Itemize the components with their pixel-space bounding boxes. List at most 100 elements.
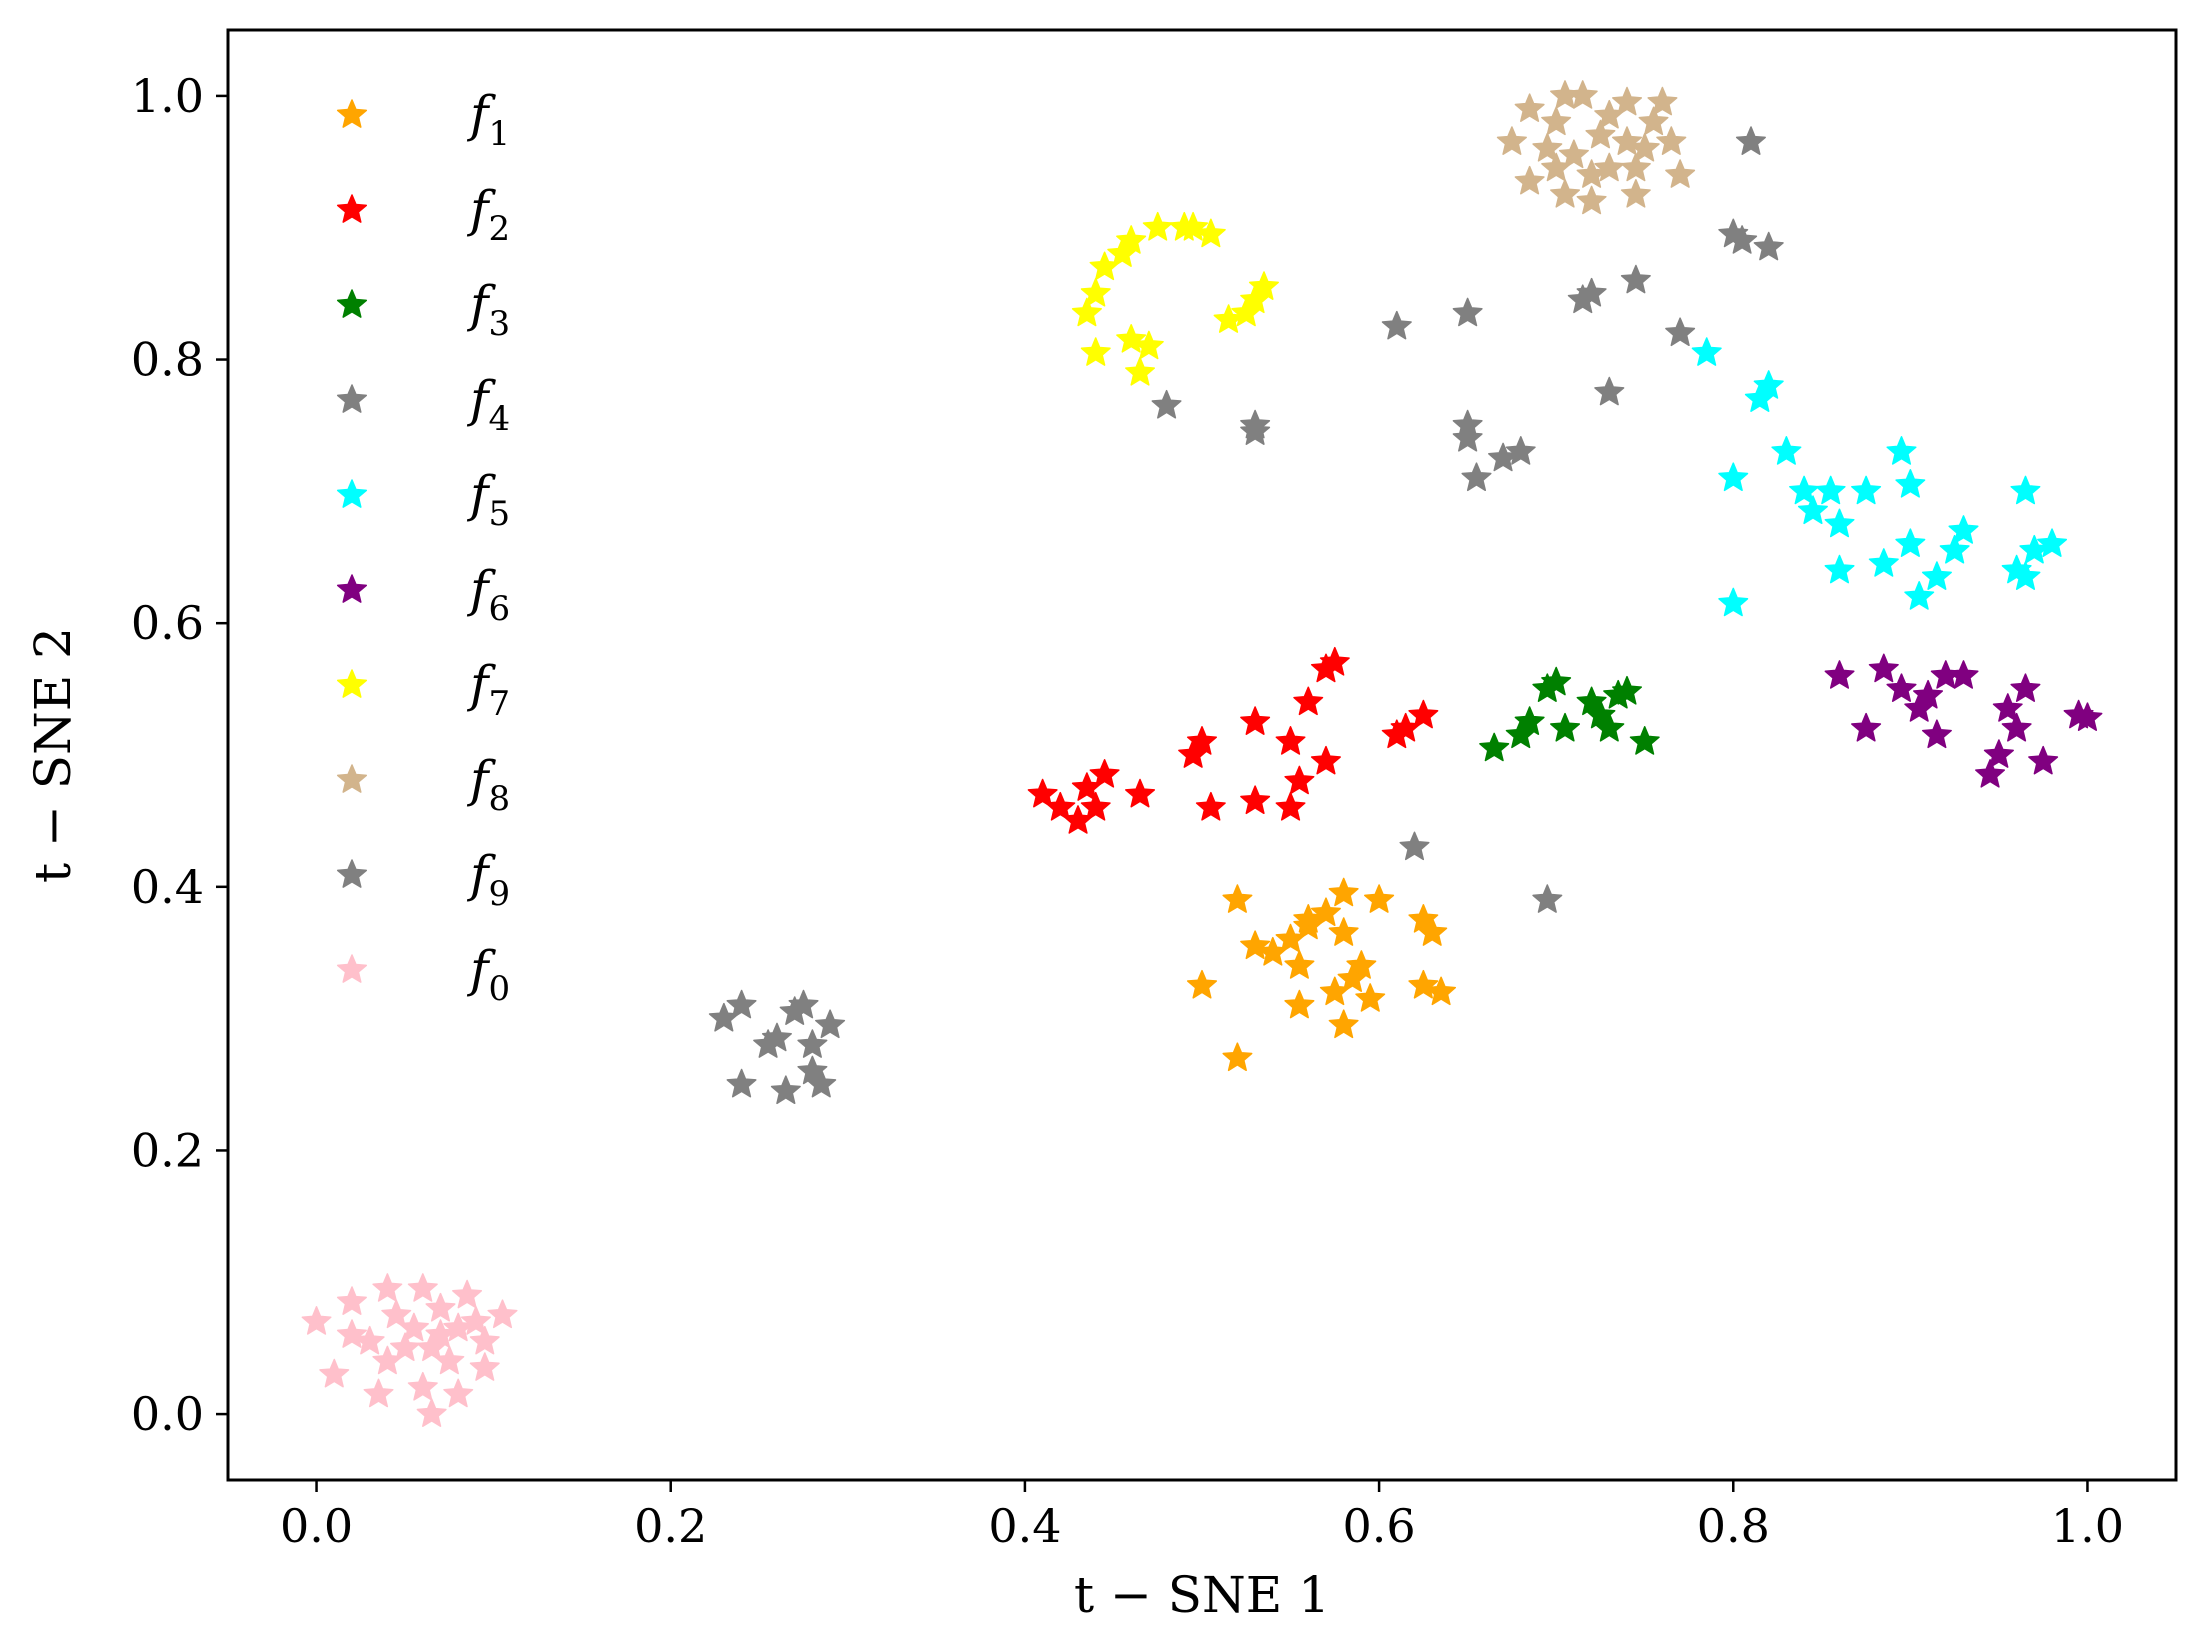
y-tick-label: 0.4: [131, 860, 204, 914]
data-point: [1186, 726, 1218, 755]
legend-label: f8: [466, 750, 510, 819]
data-point: [1222, 1042, 1253, 1072]
y-tick-label: 0.2: [131, 1123, 204, 1177]
data-point: [1328, 1009, 1359, 1039]
data-point: [1647, 86, 1678, 116]
series-f8: [1496, 80, 1696, 215]
legend-subscript: 8: [489, 779, 511, 819]
data-point: [1142, 211, 1173, 241]
data-point: [1550, 179, 1581, 208]
data-point: [1514, 165, 1545, 195]
data-point: [806, 1068, 837, 1098]
x-tick-label: 0.6: [1343, 1499, 1416, 1553]
legend-marker: [336, 764, 368, 793]
data-point: [416, 1398, 447, 1427]
data-point: [1328, 917, 1359, 946]
legend-subscript: 6: [489, 589, 511, 629]
y-tick-label: 0.0: [131, 1387, 204, 1441]
x-tick-label: 0.4: [988, 1499, 1061, 1553]
data-point: [2001, 712, 2032, 742]
data-point: [1983, 739, 2014, 768]
series-f0: [301, 1273, 518, 1427]
legend-subscript: 7: [489, 684, 511, 724]
data-point: [1293, 904, 1324, 933]
data-point: [1275, 726, 1306, 755]
series-f9: [708, 989, 846, 1105]
data-point: [1594, 152, 1625, 182]
data-point: [1735, 126, 1766, 155]
data-point: [1753, 231, 1784, 261]
x-axis-label: t − SNE 1: [1074, 1566, 1330, 1624]
data-point: [319, 1358, 350, 1388]
data-point: [1284, 989, 1315, 1019]
data-point: [1948, 660, 1979, 689]
data-point: [1027, 778, 1058, 808]
data-point: [1824, 554, 1855, 584]
data-point: [1550, 712, 1581, 742]
data-point: [1319, 976, 1350, 1006]
data-point: [1089, 759, 1120, 788]
data-point: [1727, 225, 1758, 254]
data-point: [1541, 106, 1572, 136]
data-point: [425, 1292, 456, 1322]
data-point: [1399, 831, 1430, 861]
data-point: [726, 1068, 757, 1098]
data-point: [1797, 495, 1828, 525]
legend-marker: [336, 479, 368, 508]
data-point: [336, 1286, 367, 1315]
data-point: [1665, 317, 1696, 347]
data-point: [1514, 93, 1545, 122]
data-point: [1665, 159, 1696, 188]
legend-marker: [336, 384, 368, 413]
legend-marker: [336, 574, 368, 603]
legend-item-f9: f9: [336, 845, 510, 914]
data-point: [1576, 277, 1607, 307]
data-point: [398, 1312, 429, 1342]
x-tick-label: 0.2: [634, 1499, 707, 1553]
data-point: [726, 989, 757, 1019]
series-f2: [1027, 646, 1439, 834]
data-point: [1620, 264, 1651, 294]
data-point: [1532, 884, 1563, 913]
data-point: [469, 1352, 500, 1381]
data-point: [770, 1075, 801, 1105]
data-point: [1913, 679, 1944, 709]
data-point: [1364, 884, 1395, 913]
data-point: [1629, 132, 1660, 162]
data-point: [1417, 917, 1448, 946]
data-point: [1496, 126, 1527, 155]
data-point: [1558, 139, 1589, 169]
data-point: [788, 989, 819, 1019]
series-f1: [1186, 877, 1457, 1072]
data-point: [1886, 436, 1917, 465]
data-point: [1293, 686, 1324, 716]
legend-subscript: 3: [489, 304, 511, 344]
data-point: [1045, 791, 1076, 821]
data-point: [1080, 337, 1111, 366]
y-tick-label: 0.6: [131, 596, 204, 650]
data-point: [2072, 702, 2103, 731]
x-tick-label: 0.0: [280, 1499, 353, 1553]
data-point: [1337, 963, 1368, 992]
data-point: [1851, 712, 1882, 742]
data-point: [1594, 712, 1625, 742]
data-point: [1310, 745, 1341, 775]
data-point: [1222, 884, 1253, 913]
legend-marker: [336, 99, 368, 128]
data-point: [1080, 791, 1111, 821]
series-f4: [1151, 126, 1784, 913]
data-point: [1691, 337, 1722, 366]
data-point: [1992, 693, 2023, 722]
y-tick-label: 0.8: [131, 333, 204, 387]
data-point: [1195, 791, 1226, 821]
data-point: [1240, 416, 1271, 445]
data-point: [1567, 80, 1598, 109]
data-point: [1195, 218, 1226, 248]
data-point: [815, 1009, 846, 1039]
data-point: [2028, 745, 2059, 775]
data-point: [434, 1345, 465, 1375]
legend-subscript: 0: [489, 969, 511, 1009]
data-point: [1585, 119, 1616, 149]
y-axis-label: t − SNE 2: [24, 627, 82, 883]
